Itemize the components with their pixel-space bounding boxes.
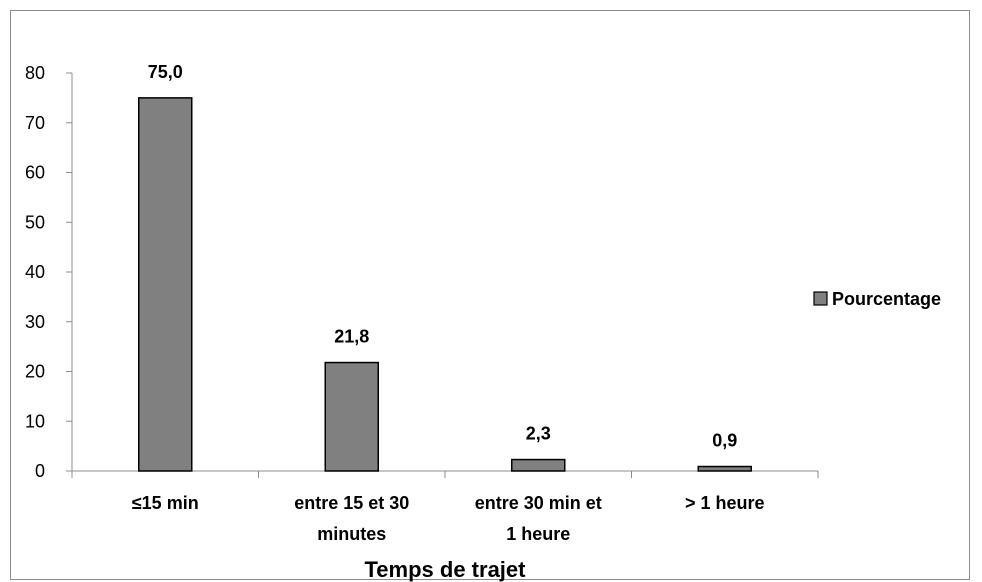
x-tick-label: ≤15 min <box>132 493 199 513</box>
data-label: 2,3 <box>526 424 551 444</box>
y-axis: 0 10 20 30 40 50 60 70 80 <box>25 63 73 481</box>
x-tick-label: entre 30 min et 1 heure <box>475 493 602 544</box>
bars <box>138 97 752 472</box>
y-tick-label: 30 <box>25 312 45 332</box>
data-label: 0,9 <box>712 431 737 451</box>
y-tick-label: 0 <box>35 461 45 481</box>
legend-swatch <box>813 291 828 306</box>
data-label: 75,0 <box>148 62 183 82</box>
legend-label: Pourcentage <box>832 289 941 309</box>
bar-2 <box>324 361 379 472</box>
data-label: 21,8 <box>334 327 369 347</box>
y-tick-label: 60 <box>25 163 45 183</box>
data-labels: 75,0 21,8 2,3 0,9 <box>148 62 738 451</box>
bar-3 <box>511 458 566 472</box>
x-tick-label: entre 15 et 30 minutes <box>294 493 409 544</box>
y-tick-label: 50 <box>25 212 45 232</box>
x-axis: ≤15 min entre 15 et 30 minutes entre 30 min… <box>71 470 819 544</box>
y-tick-label: 40 <box>25 262 45 282</box>
legend: Pourcentage <box>813 289 941 309</box>
bar-4 <box>697 465 752 472</box>
x-tick-label: > 1 heure <box>685 493 765 513</box>
y-tick-label: 10 <box>25 411 45 431</box>
x-axis-title: Temps de trajet <box>365 557 527 582</box>
y-tick-label: 80 <box>25 63 45 83</box>
y-tick-label: 70 <box>25 113 45 133</box>
bar-1 <box>138 97 193 472</box>
y-tick-label: 20 <box>25 362 45 382</box>
